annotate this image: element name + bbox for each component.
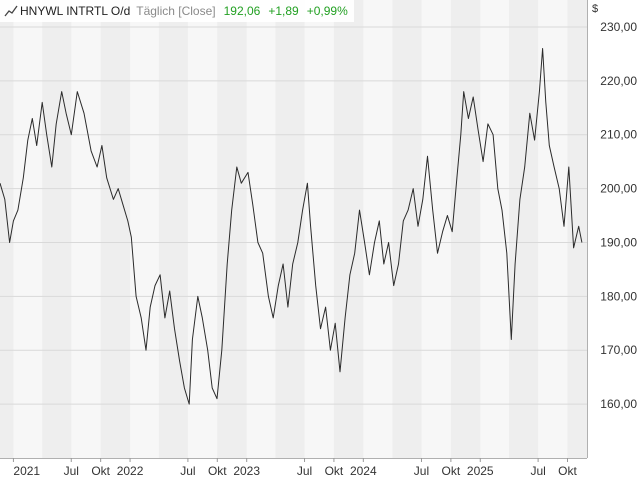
currency-label: $ xyxy=(592,3,599,15)
quarter-band xyxy=(158,0,188,458)
x-tick-label: 2025 xyxy=(467,464,494,478)
last-value: 192,06 xyxy=(223,4,261,18)
change-percent: +0,99% xyxy=(306,4,348,18)
chart-header: HNYWL INTRTL O/d Täglich [Close] 192,06 … xyxy=(0,0,354,22)
y-tick-label: 210,00 xyxy=(600,128,637,142)
quarter-band xyxy=(0,0,14,458)
x-tick-label: 2024 xyxy=(350,464,377,478)
quarter-band xyxy=(42,0,72,458)
x-tick-label: 2022 xyxy=(117,464,144,478)
quarter-band xyxy=(333,0,364,458)
x-tick-label: Okt xyxy=(442,464,461,478)
y-tick-label: 200,00 xyxy=(600,182,637,196)
x-tick-label: Okt xyxy=(91,464,110,478)
price-line xyxy=(0,48,583,405)
y-tick-label: 160,00 xyxy=(600,397,637,411)
y-tick-label: 190,00 xyxy=(600,235,637,249)
y-tick-label: 230,00 xyxy=(600,20,637,34)
x-tick-label: Jul xyxy=(297,464,312,478)
y-tick-label: 220,00 xyxy=(600,74,637,88)
x-tick-label: 2023 xyxy=(233,464,260,478)
x-tick-label: Jul xyxy=(530,464,545,478)
quarter-band xyxy=(217,0,247,458)
quarter-band xyxy=(450,0,481,458)
symbol-label: HNYWL INTRTL O/d xyxy=(20,4,131,18)
x-tick-label: Jul xyxy=(64,464,79,478)
quarter-band xyxy=(392,0,422,458)
frequency-label[interactable]: Täglich [Close] xyxy=(136,4,216,18)
quarter-band xyxy=(567,0,587,458)
y-tick-label: 170,00 xyxy=(600,343,637,357)
x-tick-label: Okt xyxy=(325,464,344,478)
x-tick-label: Jul xyxy=(414,464,429,478)
quarter-band xyxy=(100,0,131,458)
x-tick-label: 2021 xyxy=(13,464,40,478)
x-tick-label: Okt xyxy=(558,464,577,478)
quarter-band xyxy=(509,0,539,458)
y-tick-label: 180,00 xyxy=(600,289,637,303)
x-tick-label: Jul xyxy=(180,464,195,478)
line-chart-icon[interactable] xyxy=(4,4,18,18)
change-value: +1,89 xyxy=(268,4,299,18)
x-tick-label: Okt xyxy=(208,464,227,478)
